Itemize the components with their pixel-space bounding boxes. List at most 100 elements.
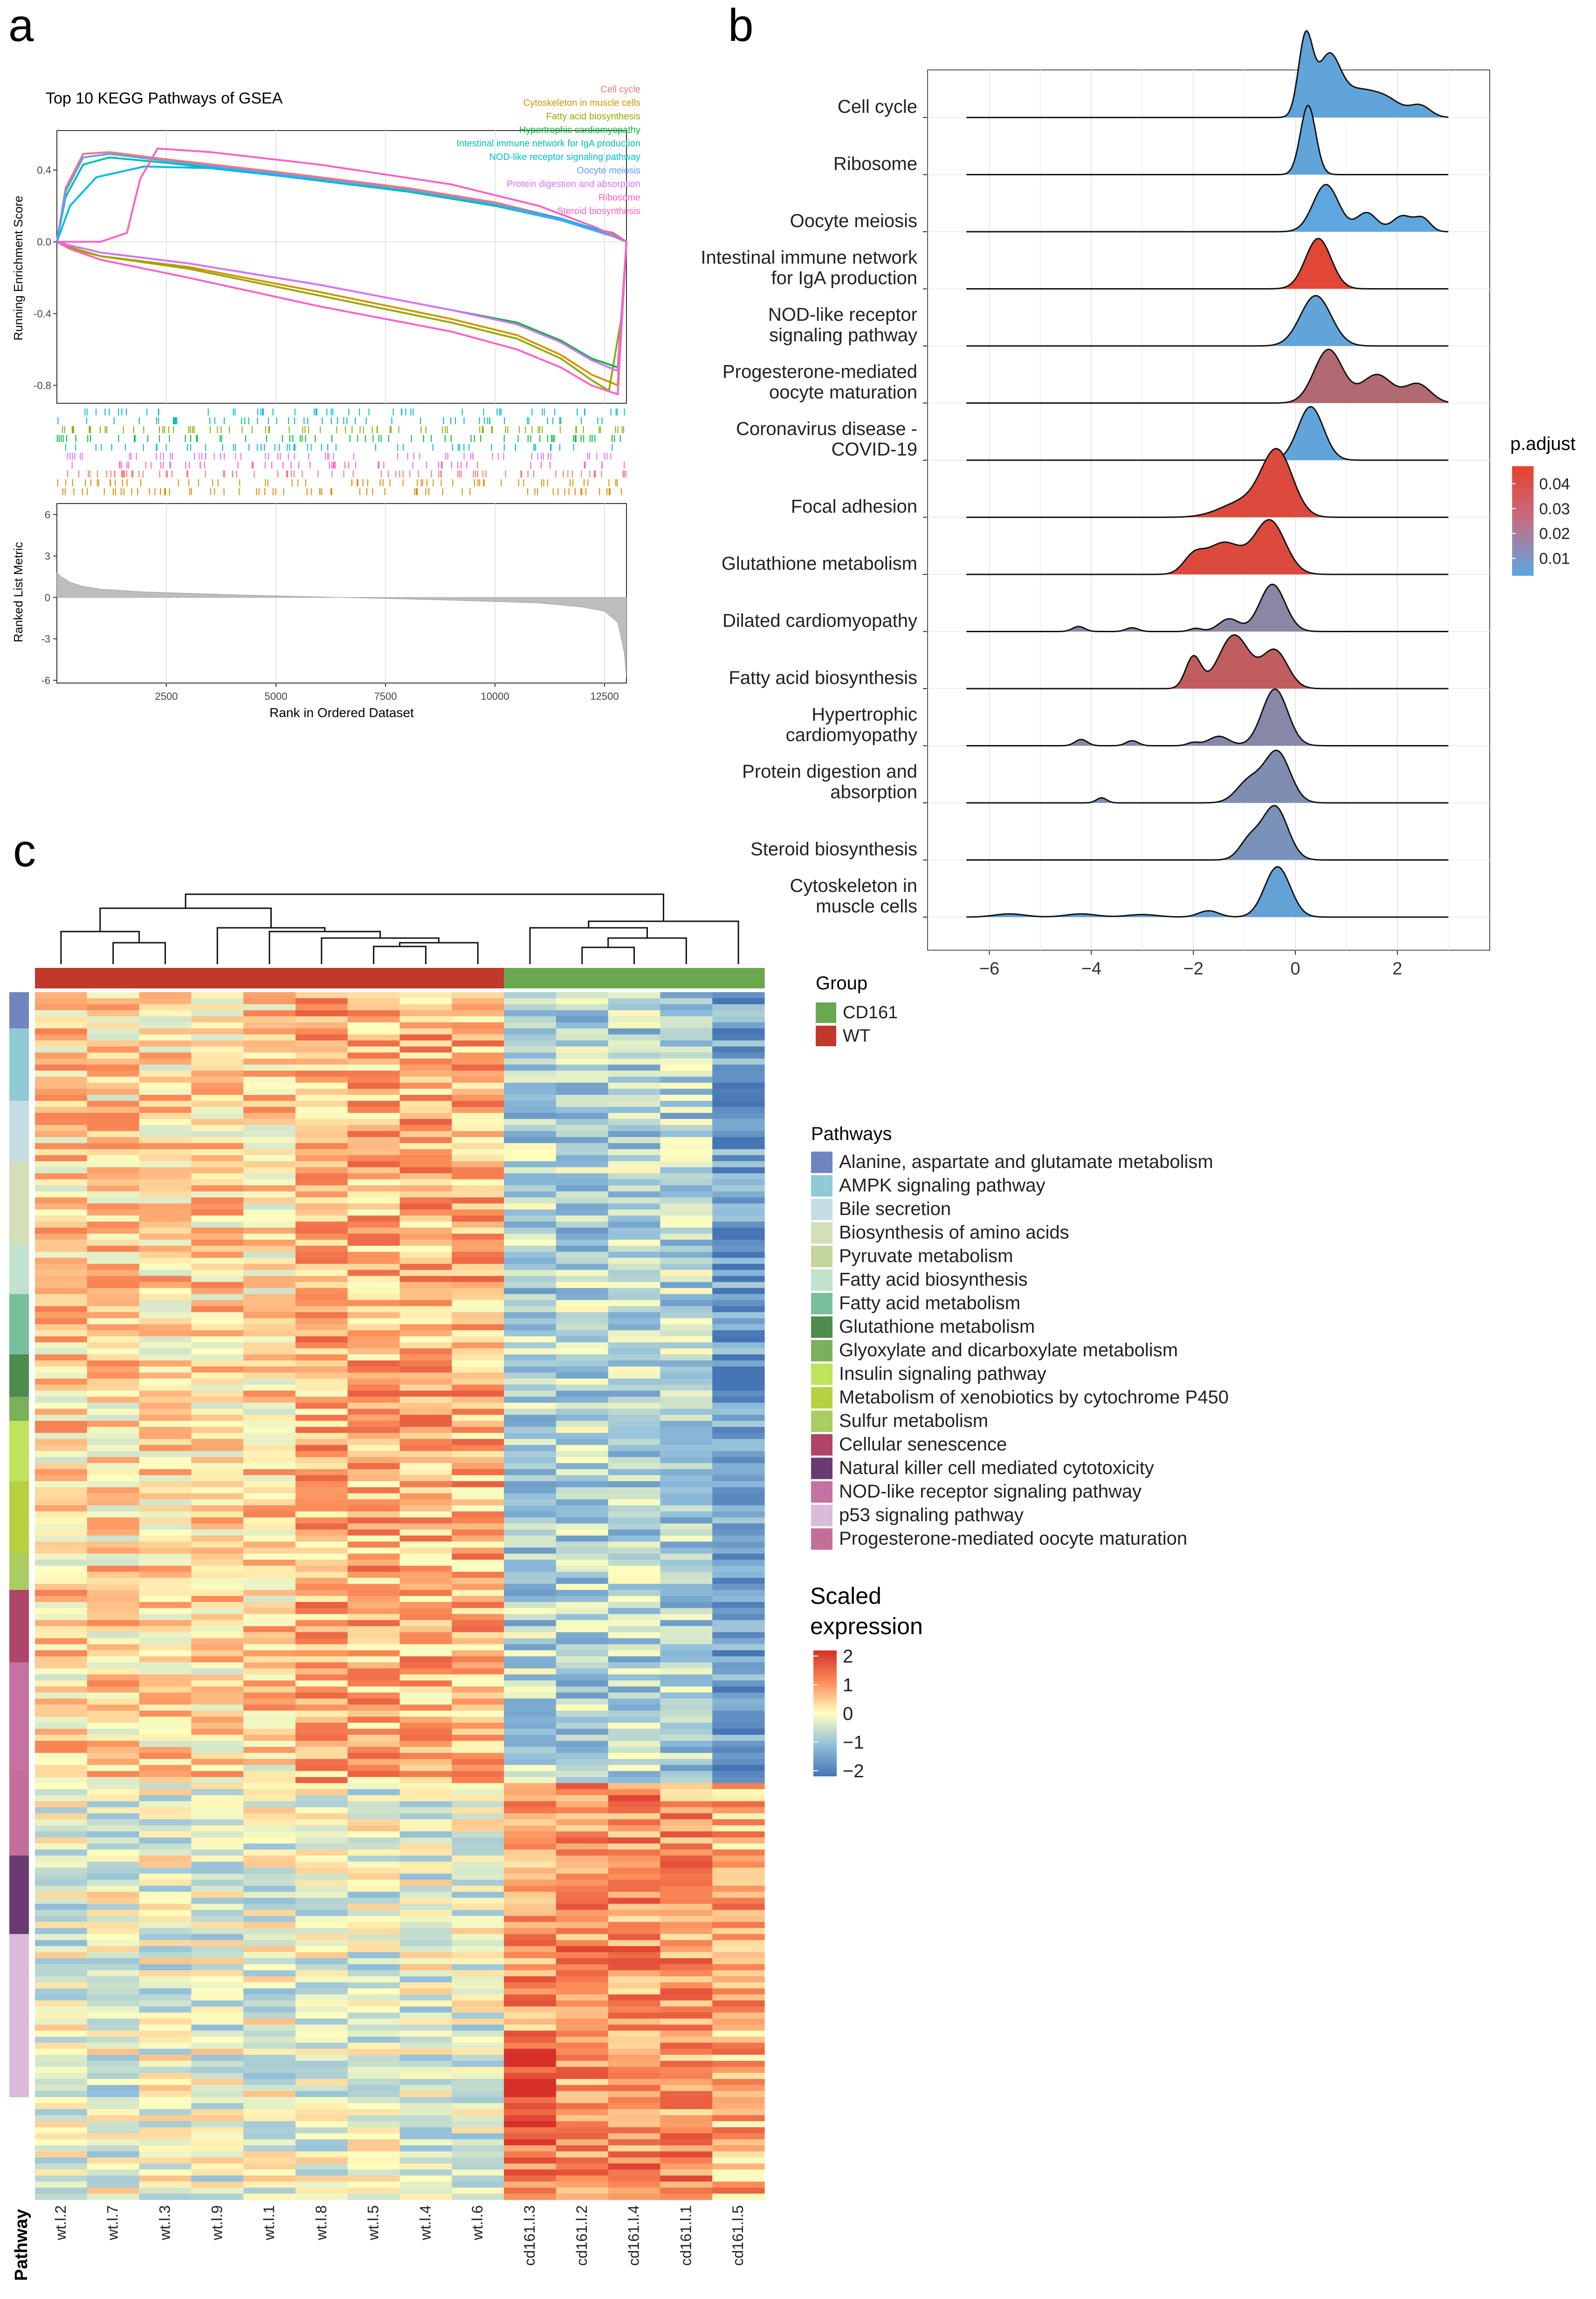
ridge-density-line (966, 749, 1449, 804)
heatmap-cell (660, 2012, 713, 2019)
heatmap-cell (139, 1994, 192, 2001)
heatmap-cell (347, 1650, 400, 1657)
heatmap-cell (399, 1602, 452, 1609)
heatmap-cell (87, 1614, 140, 1621)
heatmap-cell (660, 1759, 713, 1766)
heatmap-cell (295, 1251, 348, 1258)
heatmap-cell (712, 1656, 765, 1663)
heatmap-cell (712, 2043, 765, 2049)
heatmap-cell (191, 1427, 244, 1433)
heatmap-cell (556, 1064, 609, 1071)
heatmap-cell (399, 1855, 452, 1862)
gsea-title: Top 10 KEGG Pathways of GSEA (46, 90, 283, 107)
heatmap-cell (452, 1849, 504, 1856)
heatmap-cell (608, 1873, 661, 1880)
heatmap-cell (191, 1668, 244, 1675)
heatmap-cell (608, 1046, 661, 1053)
heatmap-cell (35, 1529, 88, 1536)
heatmap-cell (660, 1879, 713, 1886)
heatmap-cell (504, 1855, 557, 1862)
pathway-legend-swatch (811, 1434, 832, 1456)
heatmap-cell (608, 2085, 661, 2092)
heatmap-cell (87, 1179, 140, 1186)
heatmap-cell (556, 1837, 609, 1844)
heatmap-cell (191, 1288, 244, 1295)
heatmap-cell (347, 2169, 400, 2176)
heatmap-cell (139, 2091, 192, 2098)
heatmap-cell (243, 1952, 296, 1959)
heatmap-cell (347, 1517, 400, 1524)
heatmap-cell (660, 1855, 713, 1862)
heatmap-cell (139, 1378, 192, 1385)
heatmap-cell (295, 1578, 348, 1584)
heatmap-cell (504, 1354, 557, 1361)
heatmap-cell (608, 1705, 661, 1711)
heatmap-cell (87, 1113, 140, 1119)
heatmap-cell (139, 1463, 192, 1470)
heatmap-cell (399, 2079, 452, 2085)
heatmap-cell (452, 1867, 504, 1874)
heatmap-cell (243, 1294, 296, 1301)
heatmap-column-label: wt.l.2 (52, 2205, 69, 2241)
heatmap-cell (660, 1415, 713, 1422)
heatmap-cell (139, 1324, 192, 1331)
heatmap-cell (295, 1885, 348, 1892)
heatmap-cell (399, 1535, 452, 1542)
heatmap-cell (243, 1215, 296, 1222)
heatmap-cell (712, 1952, 765, 1959)
heatmap-cell (660, 1306, 713, 1312)
heatmap-cell (191, 1010, 244, 1017)
heatmap-cell (399, 1584, 452, 1590)
heatmap-cell (87, 1360, 140, 1367)
heatmap-cell (660, 1740, 713, 1747)
heatmap-cell (660, 1523, 713, 1530)
heatmap-cell (139, 1638, 192, 1645)
heatmap-cell (660, 1433, 713, 1439)
heatmap-cell (556, 1976, 609, 1983)
heatmap-cell (295, 2151, 348, 2158)
gsea-legend-entry: Steroid biosynthesis (557, 206, 640, 216)
heatmap-cell (347, 1004, 400, 1011)
heatmap-cell (556, 1547, 609, 1554)
heatmap-cell (504, 1560, 557, 1566)
heatmap-cell (35, 1717, 88, 1723)
heatmap-cell (504, 1674, 557, 1681)
heatmap-cell (608, 2157, 661, 2164)
heatmap-cell (712, 1040, 765, 1047)
heatmap-cell (35, 1209, 88, 1216)
heatmap-cell (399, 2012, 452, 2019)
heatmap-cell (399, 1324, 452, 1331)
heatmap-cell (504, 1765, 557, 1772)
heatmap-cell (139, 1294, 192, 1301)
heatmap-cell (35, 1439, 88, 1445)
heatmap-cell (556, 1245, 609, 1252)
heatmap-cell (608, 1867, 661, 1874)
heatmap-cell (191, 1004, 244, 1011)
heatmap-cell (608, 1638, 661, 1645)
heatmap-cell (243, 1167, 296, 1174)
heatmap-cell (295, 1873, 348, 1880)
heatmap-cell (35, 1378, 88, 1385)
heatmap-cell (139, 1759, 192, 1766)
heatmap-cell (504, 1101, 557, 1107)
heatmap-cell (399, 2127, 452, 2134)
heatmap-cell (35, 1892, 88, 1899)
heatmap-cell (295, 1016, 348, 1023)
heatmap-cell (139, 1934, 192, 1940)
heatmap-cell (452, 1439, 504, 1445)
heatmap-cell (452, 1366, 504, 1373)
ridge-label: Oocyte meiosis (790, 211, 917, 231)
heatmap-cell (139, 1650, 192, 1657)
heatmap-cell (452, 1288, 504, 1295)
heatmap-cell (660, 1831, 713, 1838)
heatmap-cell (504, 1584, 557, 1590)
heatmap-cell (35, 1578, 88, 1584)
heatmap-cell (35, 1215, 88, 1222)
padj-tick-label: 0.03 (1539, 500, 1570, 518)
heatmap-cell (399, 2182, 452, 2188)
heatmap-cell (295, 1185, 348, 1192)
heatmap-cell (243, 1958, 296, 1965)
heatmap-cell (191, 1239, 244, 1246)
heatmap-cell (243, 1257, 296, 1264)
heatmap-cell (243, 1553, 296, 1560)
